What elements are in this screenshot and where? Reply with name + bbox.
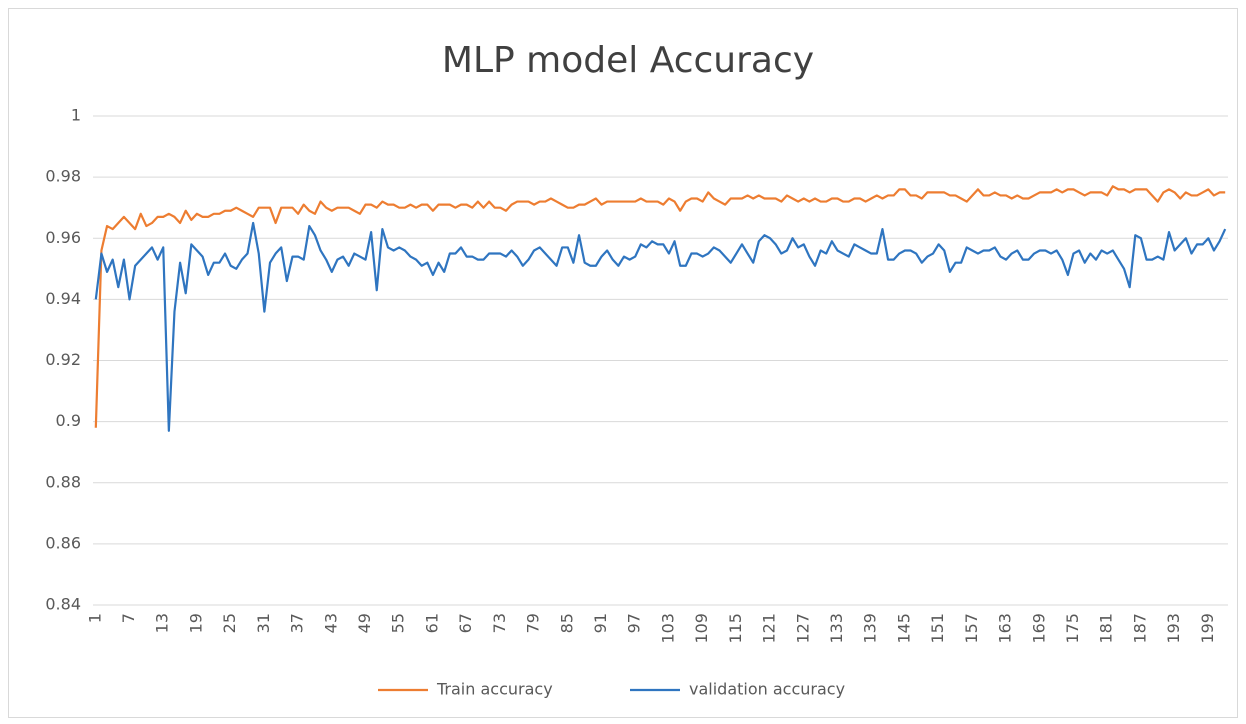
x-tick-label: 133: [827, 613, 846, 644]
x-tick-label: 103: [658, 613, 677, 644]
x-tick-label: 1: [85, 613, 104, 623]
x-tick-label: 37: [288, 613, 307, 633]
y-tick-label: 0.88: [45, 472, 81, 491]
x-tick-label: 169: [1029, 613, 1048, 644]
x-tick-label: 31: [254, 613, 273, 633]
x-tick-label: 121: [760, 613, 779, 644]
x-tick-label: 145: [894, 613, 913, 644]
x-tick-label: 67: [456, 613, 475, 633]
x-tick-label: 79: [524, 613, 543, 633]
series-line: [94, 221, 1227, 432]
chart-title: MLP model Accuracy: [442, 40, 814, 81]
x-tick-label: 199: [1198, 613, 1217, 644]
y-tick-label: 0.92: [45, 350, 81, 369]
x-tick-label: 115: [726, 613, 745, 644]
x-tick-label: 175: [1063, 613, 1082, 644]
x-tick-label: 181: [1097, 613, 1116, 644]
x-tick-label: 151: [928, 613, 947, 644]
y-tick-label: 1: [71, 106, 81, 125]
x-tick-label: 49: [355, 613, 374, 633]
x-tick-label: 73: [490, 613, 509, 633]
x-tick-label: 55: [389, 613, 408, 633]
legend-label: validation accuracy: [689, 680, 845, 699]
y-tick-label: 0.98: [45, 167, 81, 186]
y-tick-label: 0.86: [45, 533, 81, 552]
x-tick-label: 127: [793, 613, 812, 644]
y-tick-label: 0.84: [45, 595, 81, 614]
x-tick-label: 43: [321, 613, 340, 633]
x-tick-label: 163: [996, 613, 1015, 644]
y-tick-label: 0.94: [45, 289, 81, 308]
x-tick-label: 193: [1164, 613, 1183, 644]
x-tick-label: 85: [557, 613, 576, 633]
y-tick-label: 0.96: [45, 228, 81, 247]
x-tick-label: 97: [625, 613, 644, 633]
x-tick-label: 91: [591, 613, 610, 633]
x-tick-label: 139: [861, 613, 880, 644]
chart-border: [8, 8, 1238, 718]
x-tick-label: 61: [422, 613, 441, 633]
x-tick-label: 25: [220, 613, 239, 633]
legend-label: Train accuracy: [436, 680, 553, 699]
y-tick-label: 0.9: [56, 411, 81, 430]
series-line: [94, 185, 1226, 428]
x-tick-label: 7: [119, 613, 138, 623]
x-tick-label: 109: [692, 613, 711, 644]
x-tick-label: 13: [153, 613, 172, 633]
x-tick-label: 19: [186, 613, 205, 633]
x-tick-label: 187: [1130, 613, 1149, 644]
x-tick-label: 157: [962, 613, 981, 644]
